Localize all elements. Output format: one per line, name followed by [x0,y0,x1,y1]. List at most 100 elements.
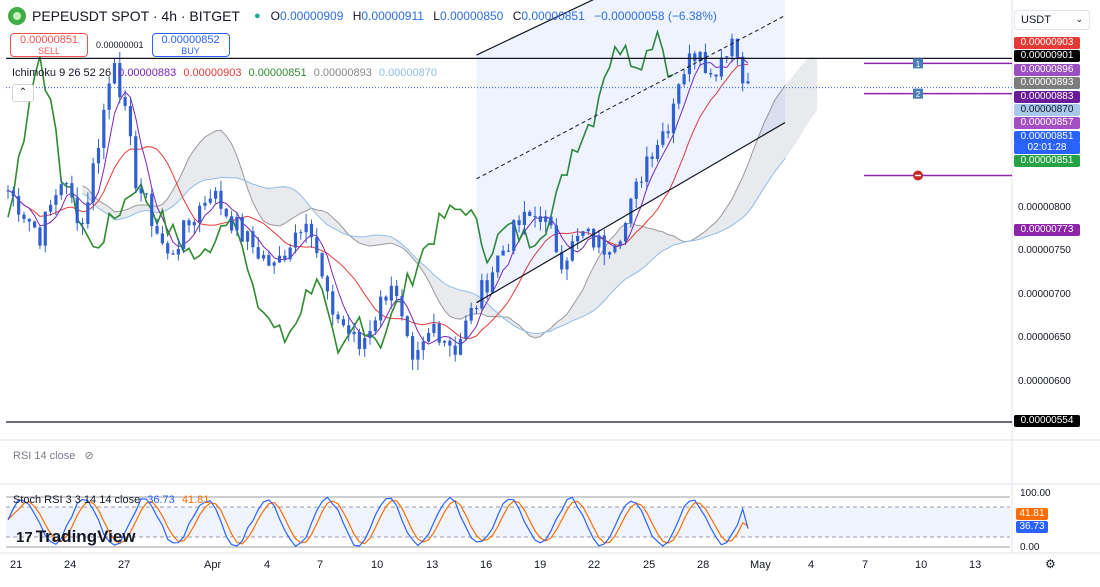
candle [363,336,367,357]
candle [592,228,596,251]
candle [33,220,37,229]
candle [256,236,260,260]
candle-body [277,255,282,263]
candle [730,33,734,63]
candle [251,226,255,254]
candle [267,250,271,267]
market-open-icon: ● [253,10,261,22]
candle-body [203,202,207,206]
collapse-legend-button[interactable]: ⌃ [12,84,34,102]
candle [682,69,686,87]
candle [576,228,580,250]
candle-body [160,233,164,244]
candle-body [267,255,271,266]
candle [426,328,431,343]
candle-body [336,314,340,320]
ichimoku-span-b-value: 0.00000870 [378,67,438,79]
time-tick-label: 27 [118,559,131,571]
candle-body [645,156,649,183]
candle [368,320,372,345]
candle [80,217,85,235]
candle-body [464,320,468,340]
candle [650,152,654,168]
settings-gear-icon[interactable]: ⚙ [1045,557,1056,571]
candle-body [315,237,319,254]
candle [453,336,457,362]
price-tick: 0.00000600 [1018,376,1071,387]
candle-body [48,204,53,212]
buy-button[interactable]: 0.00000852 BUY [151,33,230,57]
candle [554,218,558,253]
candle [352,322,356,343]
candle-body [198,205,202,223]
candle [176,238,180,261]
ichimoku-legend[interactable]: Ichimoku 9 26 52 26 0.00000883 0.0000090… [12,67,441,79]
candle-body [144,193,149,195]
price-tick: 0.00000800 [1018,202,1071,213]
rsi-legend[interactable]: RSI 14 close ⊘ [13,449,94,462]
ichimoku-conversion-value: 0.00000883 [118,67,177,79]
candle-body [352,331,356,335]
candle [75,187,79,231]
candle [160,225,164,246]
currency-select[interactable]: USDT ⌄ [1014,10,1090,30]
candle [442,340,447,347]
candle [134,130,138,194]
candle [735,38,739,66]
ichimoku-cloud [82,56,818,339]
eye-off-icon[interactable]: ⊘ [84,450,94,462]
candle [229,210,234,234]
candle-body [112,63,117,84]
candle-body [272,262,276,266]
candle-body [458,339,463,355]
stoch-band [6,507,1010,537]
candle-body [485,280,489,293]
candle [666,124,670,139]
candle [208,189,212,205]
candle-body [421,341,425,351]
candle-body [341,319,345,326]
close-value: 0.00000851 [521,9,585,23]
candle-body [639,181,644,183]
price-label: 0.00000903 [1014,37,1080,49]
candle-body [43,211,47,246]
chevron-down-icon: ⌄ [1075,14,1083,24]
candle [586,227,590,235]
tradingview-logo[interactable]: 17 TradingView [16,527,136,547]
candle [400,289,404,321]
sell-button[interactable]: 0.00000851 SELL [10,33,88,57]
candle [27,218,31,232]
candle [64,181,69,195]
candle [379,290,383,327]
ichimoku-span-b [82,157,786,335]
candle [405,315,409,338]
price-label: 0.00000773 [1014,224,1080,236]
alert-marker-label: 2 [916,90,921,99]
candle-body [661,131,665,145]
candle [123,89,127,111]
candle-body [155,225,159,234]
time-tick-label: 24 [64,559,77,571]
candle-body [480,280,484,309]
stoch-k-line [7,496,749,548]
ichimoku-span-a [82,84,786,339]
candle-body [54,195,58,205]
symbol-title[interactable]: PEPEUSDT SPOT · 4h · BITGET [32,8,240,24]
candle [512,219,516,255]
candle [139,178,143,202]
candle [421,336,425,360]
candle-body [677,84,681,104]
candle-body [490,272,495,293]
candle [128,97,133,146]
candle-body [693,53,697,62]
candle [607,251,612,259]
candle-body [75,197,79,224]
candle-body [634,181,638,199]
candle [544,210,548,233]
candle-body [666,131,670,134]
candle-body [607,252,612,255]
candle [719,49,723,81]
price-label: 0.00000901 [1014,50,1080,62]
stoch-legend[interactable]: Stoch RSI 3 3 14 14 close 36.73 41.81 [13,494,209,506]
